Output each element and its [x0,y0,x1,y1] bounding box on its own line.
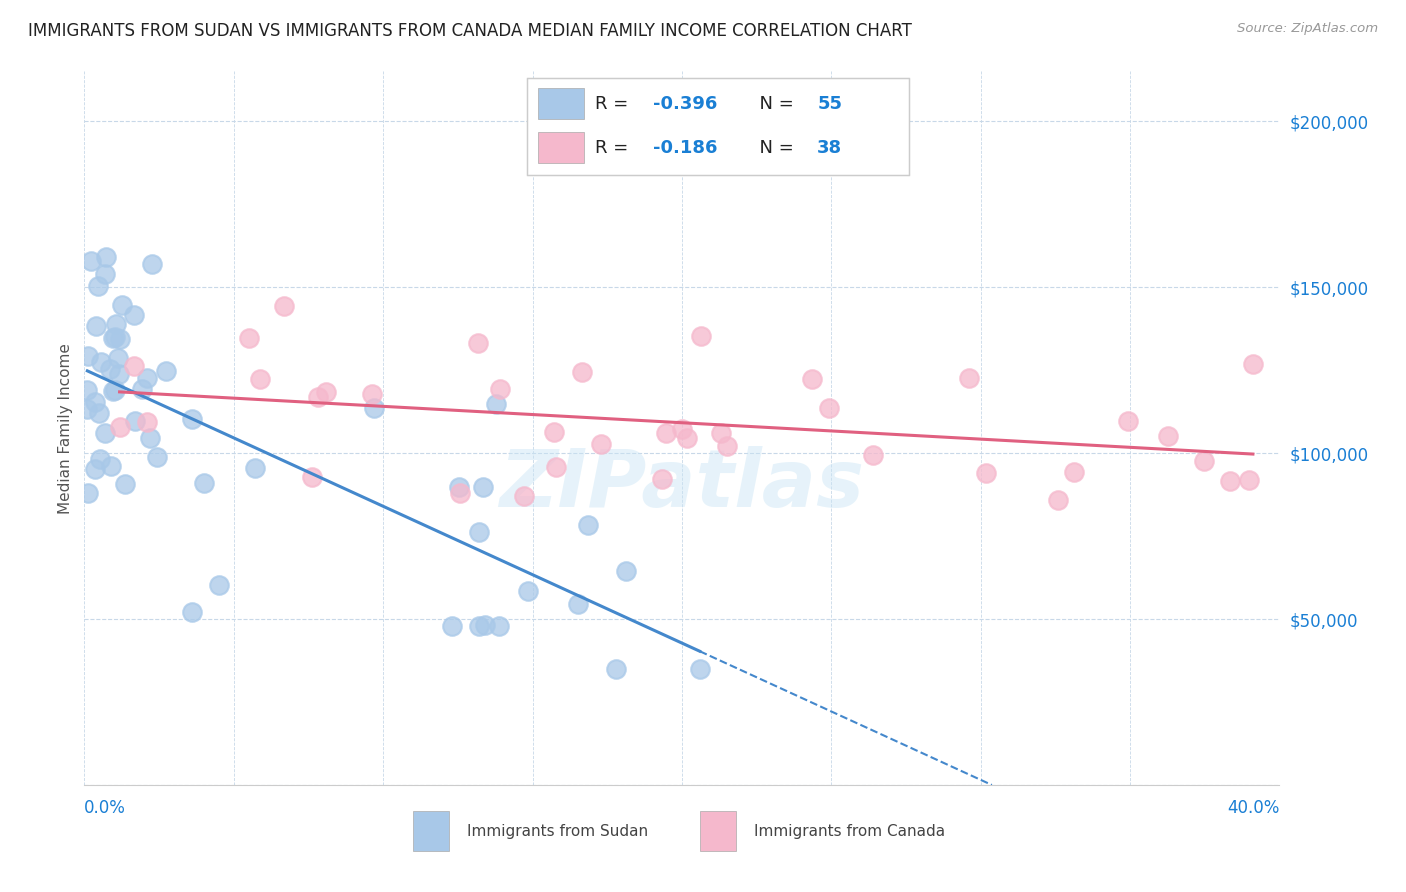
Point [84,318,107,333]
Point [84,462,107,476]
Point [131,382,153,396]
Point [801,371,824,385]
Point [155,364,177,378]
Point [83,394,105,409]
Point [614,564,637,578]
Point [94,250,117,264]
Point [1219,475,1241,489]
Point [108,368,131,382]
Point [100,458,122,473]
Point [238,331,260,345]
Point [87,279,110,293]
Point [589,436,612,450]
Point [818,401,841,416]
Point [76,486,98,500]
Point [136,415,159,429]
Point [489,382,512,396]
Point [104,330,127,344]
Point [122,359,145,373]
Point [139,431,162,445]
Point [689,662,711,676]
Point [716,439,738,453]
Point [471,480,494,494]
Point [655,425,678,440]
Text: IMMIGRANTS FROM SUDAN VS IMMIGRANTS FROM CANADA MEDIAN FAMILY INCOME CORRELATION: IMMIGRANTS FROM SUDAN VS IMMIGRANTS FROM… [28,22,912,40]
Point [449,480,471,494]
Point [76,383,98,397]
Point [108,420,131,434]
Point [104,384,127,398]
Point [957,371,980,385]
Point [1116,414,1139,428]
Point [474,618,496,632]
Point [87,406,110,420]
Point [122,308,145,322]
Point [671,422,693,436]
Point [360,387,382,401]
Point [449,486,471,500]
Point [245,460,267,475]
Point [273,299,295,313]
Point [467,336,489,351]
Point [1063,465,1085,479]
Text: 40.0%: 40.0% [1227,799,1279,817]
Point [571,366,593,380]
Point [315,384,337,399]
Point [181,411,204,425]
Point [710,426,733,441]
Point [485,397,508,411]
Point [1237,473,1260,487]
Point [544,460,567,475]
Point [468,618,491,632]
Point [89,452,111,467]
Point [605,662,627,676]
Point [467,524,489,539]
Point [94,425,117,440]
Point [1156,429,1178,443]
Point [77,349,100,363]
Point [94,267,117,281]
Point [576,517,599,532]
Text: ZIPatlas: ZIPatlas [499,446,865,524]
Point [101,331,124,345]
Point [249,371,271,385]
Point [80,253,103,268]
Point [193,476,215,491]
Point [146,450,169,464]
Point [862,448,884,462]
Point [690,328,713,343]
Point [440,619,463,633]
Point [103,384,125,398]
Point [208,578,231,592]
Point [651,472,673,486]
Text: 0.0%: 0.0% [84,799,127,817]
Point [76,401,98,416]
Point [513,489,536,503]
Point [111,298,134,312]
Point [1241,357,1264,371]
Point [1047,493,1070,508]
Point [108,332,131,346]
Point [516,584,538,599]
Point [104,318,127,332]
Point [135,371,157,385]
Point [567,597,589,611]
Point [543,425,565,439]
Point [90,355,112,369]
Point [676,432,699,446]
Point [114,477,136,491]
Point [1192,454,1215,468]
Point [107,351,129,366]
Point [301,470,323,484]
Point [488,619,510,633]
Y-axis label: Median Family Income: Median Family Income [58,343,73,514]
Point [363,401,385,416]
Point [180,605,202,619]
Text: Source: ZipAtlas.com: Source: ZipAtlas.com [1237,22,1378,36]
Point [141,257,163,271]
Point [98,361,121,376]
Point [124,413,146,427]
Point [974,466,997,480]
Point [307,390,329,404]
